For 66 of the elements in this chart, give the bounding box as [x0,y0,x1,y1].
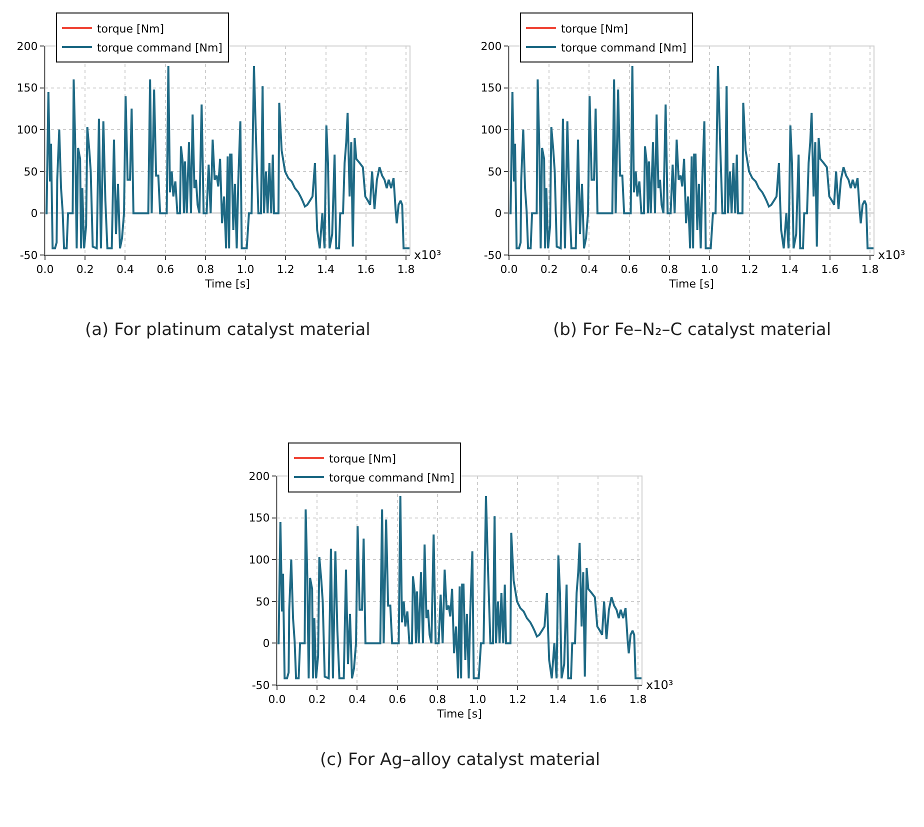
x-tick-label: 1.0 [236,263,254,276]
x-tick-label: 1.0 [468,693,486,706]
y-tick-label: 200 [480,40,502,53]
x-tick-label: 0.2 [76,263,94,276]
x-tick-label: 1.8 [397,263,415,276]
y-tick-label: 150 [16,82,38,95]
y-tick-label: 100 [480,123,502,136]
x-tick-label: 1.6 [821,263,839,276]
line-series [277,495,642,680]
text: x10³ [414,248,442,262]
x-axis-title: Time [s] [668,277,714,290]
legend-label: torque [Nm] [328,452,396,466]
y-tick-label: -50 [484,248,502,262]
x-tick-label: 1.6 [357,263,375,276]
line-series [509,65,874,250]
x-tick-label: 0.4 [580,263,598,276]
x-tick-label: 1.6 [589,693,607,706]
legend-label: torque command [Nm] [96,41,222,54]
x-tick-label: 0.0 [268,693,286,706]
line-series [45,65,410,250]
legend-label: torque command [Nm] [328,471,454,484]
x-tick-label: 0.0 [500,263,518,276]
x-tick-label: 1.8 [861,263,879,276]
x-tick-label: 0.4 [348,693,366,706]
text: x10³ [646,678,674,692]
y-tick-label: 50 [256,595,270,608]
x-tick-label: 1.4 [549,693,567,706]
x-tick-label: 0.8 [196,263,214,276]
y-tick-label: 150 [248,512,270,525]
y-tick-label: 0 [262,637,270,650]
y-tick-label: 200 [16,40,38,53]
y-tick-label: 200 [248,470,270,483]
y-tick-label: 0 [30,207,38,220]
legend-label: torque [Nm] [560,22,628,36]
y-tick-label: -50 [20,248,38,262]
x-tick-label: 1.2 [740,263,758,276]
x-tick-label: 0.6 [388,693,406,706]
y-tick-label: 0 [494,207,502,220]
x-tick-label: 0.6 [156,263,174,276]
x-tick-label: 0.6 [620,263,638,276]
x-tick-label: 0.0 [36,263,54,276]
x-tick-label: 1.2 [276,263,294,276]
y-tick-label: 100 [16,123,38,136]
y-tick-label: 50 [24,165,38,178]
text: x10³ [878,248,906,262]
x-tick-label: 0.4 [116,263,134,276]
legend-label: torque command [Nm] [560,41,686,54]
x-tick-label: 0.2 [540,263,558,276]
x-tick-label: 1.2 [508,693,526,706]
x-axis-title: Time [s] [436,707,482,720]
y-tick-label: -50 [252,678,270,692]
x-axis-title: Time [s] [204,277,250,290]
y-tick-label: 50 [488,165,502,178]
x-tick-label: 0.8 [428,693,446,706]
x-tick-label: 1.8 [629,693,647,706]
x-tick-label: 1.4 [781,263,799,276]
x-tick-label: 0.2 [308,693,326,706]
text: (a) For platinum catalyst material [85,320,370,340]
x-tick-label: 1.4 [317,263,335,276]
x-tick-label: 1.0 [700,263,718,276]
text: (b) For Fe–N₂–C catalyst material [553,320,832,340]
x-tick-label: 0.8 [660,263,678,276]
y-tick-label: 150 [480,82,502,95]
y-tick-label: 100 [248,553,270,566]
legend-label: torque [Nm] [96,22,164,36]
text: (c) For Ag–alloy catalyst material [320,750,600,770]
